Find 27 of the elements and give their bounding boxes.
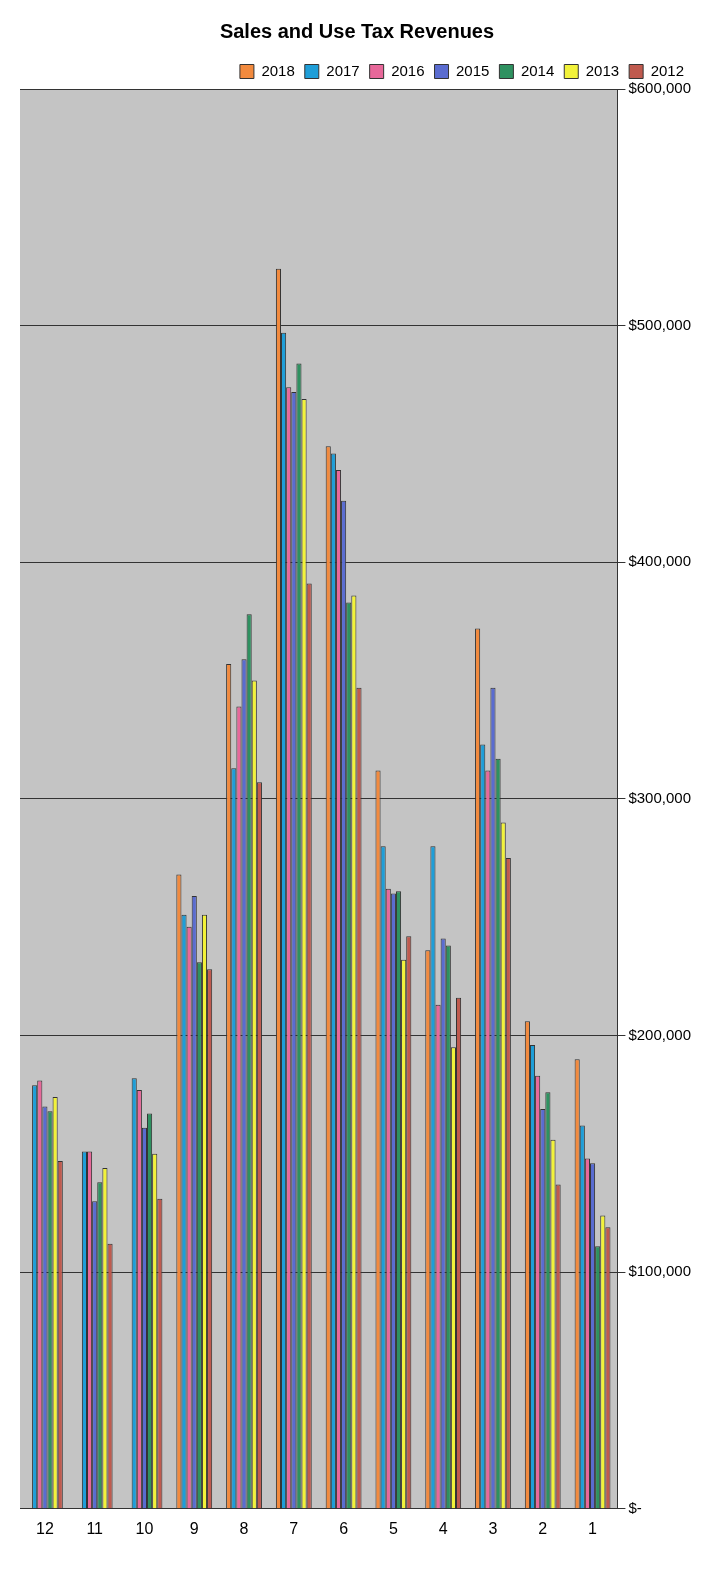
- legend-label: 2017: [326, 61, 360, 79]
- x-tick-label: 4: [438, 1519, 448, 1537]
- y-tick-label: $300,000: [628, 789, 692, 807]
- legend-label: 2013: [585, 61, 620, 79]
- x-tick-label: 3: [488, 1519, 498, 1537]
- x-tick-label: 7: [289, 1519, 299, 1537]
- x-tick-label: 10: [135, 1519, 154, 1537]
- y-tick-label: $400,000: [628, 552, 692, 570]
- legend-label: 2012: [650, 61, 685, 79]
- y-tick-label: $-: [628, 1498, 642, 1516]
- y-tick-label: $600,000: [628, 79, 692, 97]
- x-tick-label: 5: [388, 1519, 398, 1537]
- legend-label: 2016: [391, 61, 425, 79]
- y-tick-label: $100,000: [628, 1262, 692, 1280]
- x-tick-label: 11: [86, 1519, 104, 1537]
- chart-title: Sales and Use Tax Revenues: [219, 19, 495, 42]
- legend-label: 2018: [261, 61, 295, 79]
- x-tick-label: 2: [538, 1519, 548, 1537]
- x-tick-label: 1: [588, 1519, 598, 1537]
- x-tick-label: 9: [189, 1519, 199, 1537]
- legend-label: 2014: [520, 61, 555, 79]
- x-tick-label: 12: [35, 1519, 54, 1537]
- y-tick-label: $200,000: [628, 1025, 692, 1043]
- y-tick-label: $500,000: [628, 315, 692, 333]
- x-tick-label: 8: [239, 1519, 249, 1537]
- x-tick-label: 6: [339, 1519, 349, 1537]
- legend-label: 2015: [456, 61, 490, 79]
